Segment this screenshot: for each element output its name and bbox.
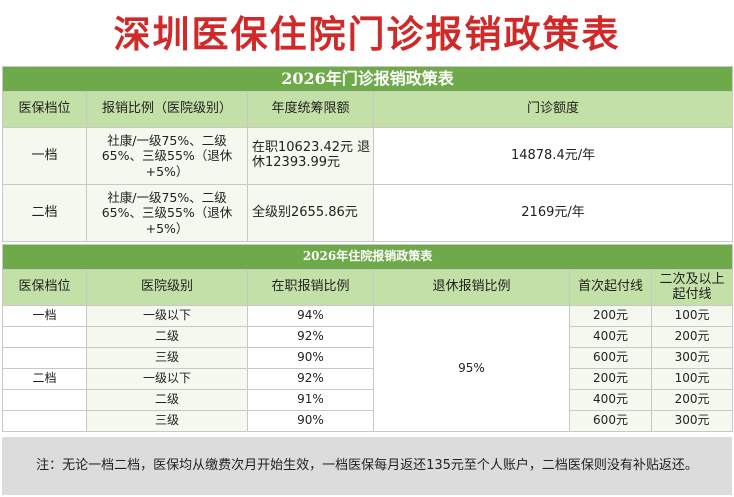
inpatient-hospital: 一级以下 — [86, 368, 248, 390]
outpatient-quota: 2169元/年 — [372, 184, 734, 242]
header-limit: 年度统筹限额 — [247, 91, 374, 128]
inpatient-work-ratio: 90% — [247, 410, 374, 432]
inpatient-hospital: 二级 — [86, 326, 248, 348]
header-first-deductible: 首次起付线 — [569, 269, 652, 306]
inpatient-first-deductible: 400元 — [569, 389, 652, 411]
inpatient-first-deductible: 600元 — [569, 410, 652, 432]
inpatient-level — [2, 410, 87, 432]
outpatient-limit: 在职10623.42元 退休12393.99元 — [247, 127, 374, 185]
footnote: 注：无论一档二档，医保均从缴费次月开始生效，一档医保每月返还135元至个人账户，… — [2, 437, 732, 495]
inpatient-level — [2, 347, 87, 369]
header-work-ratio: 在职报销比例 — [247, 269, 374, 306]
inpatient-section-title: 2026年住院报销政策表 — [1, 244, 734, 270]
inpatient-work-ratio: 92% — [247, 368, 374, 390]
inpatient-work-ratio: 91% — [247, 389, 374, 411]
outpatient-ratio: 社康/一级75%、二级65%、三级55%（退休+5%） — [86, 127, 248, 185]
inpatient-second-deductible: 200元 — [650, 389, 734, 411]
page-title: 深圳医保住院门诊报销政策表 — [113, 12, 621, 56]
inpatient-hospital: 三级 — [86, 410, 248, 432]
inpatient-level: 一档 — [2, 305, 87, 327]
inpatient-work-ratio: 94% — [247, 305, 374, 327]
header-level: 医保档位 — [2, 91, 87, 128]
inpatient-first-deductible: 200元 — [569, 368, 652, 390]
inpatient-hospital: 三级 — [86, 347, 248, 369]
outpatient-level: 一档 — [2, 127, 87, 185]
inpatient-work-ratio: 92% — [247, 326, 374, 348]
outpatient-section-title: 2026年门诊报销政策表 — [1, 66, 734, 92]
outpatient-table: 2026年门诊报销政策表 医保档位 报销比例（医院级别） 年度统筹限额 门诊额度… — [1, 66, 734, 242]
outpatient-limit: 全级别2655.86元 — [247, 184, 374, 242]
inpatient-second-deductible: 200元 — [650, 326, 734, 348]
header-ratio: 报销比例（医院级别） — [86, 91, 248, 128]
inpatient-first-deductible: 600元 — [569, 347, 652, 369]
outpatient-ratio: 社康/一级75%、二级65%、三级55%（退休+5%） — [86, 184, 248, 242]
inpatient-level — [2, 389, 87, 411]
header-hospital: 医院级别 — [86, 269, 248, 306]
outpatient-quota: 14878.4元/年 — [372, 127, 734, 185]
inpatient-hospital: 一级以下 — [86, 305, 248, 327]
header-quota: 门诊额度 — [372, 91, 734, 128]
inpatient-work-ratio: 90% — [247, 347, 374, 369]
inpatient-first-deductible: 200元 — [569, 305, 652, 327]
header-second-deductible: 二次及以上起付线 — [650, 269, 734, 306]
inpatient-level: 二档 — [2, 368, 87, 390]
inpatient-second-deductible: 300元 — [650, 347, 734, 369]
inpatient-table: 2026年住院报销政策表 医保档位 医院级别 在职报销比例 退休报销比例 首次起… — [1, 244, 734, 432]
inpatient-hospital: 二级 — [86, 389, 248, 411]
outpatient-level: 二档 — [2, 184, 87, 242]
inpatient-level — [2, 326, 87, 348]
inpatient-second-deductible: 300元 — [650, 410, 734, 432]
inpatient-second-deductible: 100元 — [650, 305, 734, 327]
inpatient-second-deductible: 100元 — [650, 368, 734, 390]
header-retire-ratio: 退休报销比例 — [373, 269, 570, 306]
inpatient-retire-ratio: 95% — [373, 305, 570, 432]
header-level: 医保档位 — [2, 269, 87, 306]
inpatient-first-deductible: 400元 — [569, 326, 652, 348]
